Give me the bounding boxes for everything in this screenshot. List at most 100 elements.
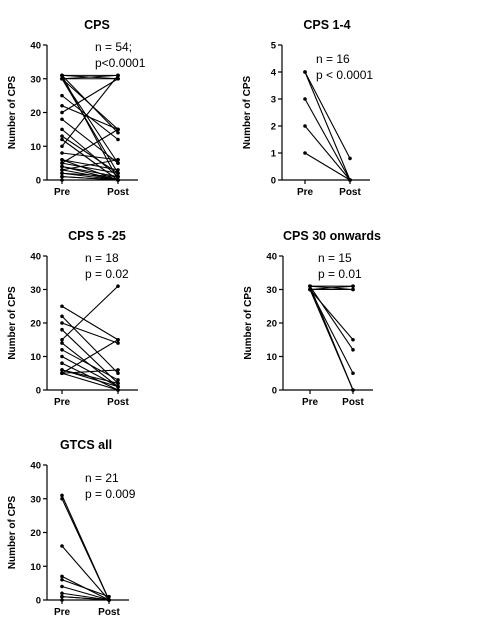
x-category-label: Post <box>98 607 120 618</box>
pair-line <box>61 592 110 601</box>
y-tick-label: 0 <box>36 386 41 397</box>
pair-line <box>304 71 351 181</box>
x-category-label: Post <box>342 397 364 408</box>
pre-point <box>303 124 307 128</box>
panel-title: GTCS all <box>60 438 112 452</box>
pre-point <box>308 284 312 288</box>
panel-title: CPS 30 onwards <box>283 229 381 243</box>
pair-line <box>61 75 119 147</box>
pair-line <box>61 128 119 178</box>
pair-line <box>309 289 354 341</box>
pre-point <box>60 598 64 602</box>
pair-line <box>304 125 351 181</box>
post-point <box>116 171 120 176</box>
pre-point <box>60 544 64 548</box>
y-tick-label: 10 <box>30 352 41 363</box>
post-point <box>116 157 120 162</box>
post-point <box>107 594 111 599</box>
chart-panel-3: CPS 5 -25 Number of CPS 0 10 20 30 40 Pre Post n … <box>7 229 138 408</box>
stat-annotation: n = 18 <box>85 251 119 265</box>
pre-point <box>60 103 64 108</box>
pre-point <box>60 327 64 332</box>
pair-line <box>61 152 119 161</box>
chart-panel-1: CPS Number of CPS 0 10 20 30 40 Pre Post n = 54; p… <box>7 18 146 198</box>
y-tick-label: 10 <box>30 562 41 573</box>
post-point <box>116 174 120 179</box>
y-tick-label: 3 <box>271 95 276 106</box>
chart-panel-5: GTCS all Number of CPS 0 10 20 30 40 Pre Post n =… <box>7 438 136 618</box>
pre-point <box>60 151 64 155</box>
y-tick-label: 40 <box>30 252 41 263</box>
chart-panel-2: CPS 1-4 Number of CPS 0 1 2 3 4 5 Pre Post n = 16 p… <box>242 18 373 198</box>
pre-point <box>60 496 64 501</box>
y-tick-label: 1 <box>271 149 277 160</box>
pre-point <box>60 594 64 599</box>
stat-annotation: p<0.0001 <box>95 56 146 70</box>
pair-line <box>61 305 119 341</box>
panel-title: CPS <box>84 18 110 32</box>
pre-point <box>60 321 64 325</box>
y-tick-label: 0 <box>36 596 41 607</box>
y-axis-label: Number of CPS <box>7 76 18 150</box>
post-point <box>116 371 120 376</box>
stat-annotation: n = 15 <box>318 251 352 265</box>
post-point <box>351 284 355 288</box>
pre-point <box>60 171 64 176</box>
pair-line <box>304 152 351 181</box>
pair-line <box>61 498 110 601</box>
pre-point <box>60 76 64 81</box>
pre-point <box>60 341 64 345</box>
x-category-label: Pre <box>297 187 314 198</box>
pre-point <box>308 287 312 292</box>
pre-point <box>60 110 64 115</box>
pre-point <box>60 73 64 78</box>
y-tick-label: 0 <box>271 176 276 187</box>
y-tick-label: 10 <box>266 352 277 363</box>
y-tick-label: 10 <box>30 142 41 153</box>
pair-line <box>61 135 119 174</box>
x-category-label: Post <box>339 187 361 198</box>
pre-point <box>60 174 64 179</box>
y-tick-label: 4 <box>271 68 277 79</box>
pair-line <box>309 289 354 391</box>
pair-line <box>61 118 119 164</box>
pre-point <box>60 117 64 122</box>
post-point <box>116 73 120 78</box>
pre-point <box>60 371 64 376</box>
y-tick-label: 40 <box>30 461 41 472</box>
y-tick-label: 30 <box>266 285 277 296</box>
x-category-label: Pre <box>54 397 71 408</box>
pair-line <box>61 339 119 374</box>
post-point <box>116 168 120 172</box>
post-point <box>116 161 120 165</box>
pair-line <box>61 545 110 601</box>
y-tick-label: 30 <box>30 494 41 505</box>
pair-line <box>61 285 119 341</box>
pair-line <box>61 585 110 601</box>
post-point <box>116 388 120 392</box>
pre-point <box>60 157 64 162</box>
y-tick-label: 40 <box>30 41 41 52</box>
post-point <box>116 337 120 342</box>
pair-line <box>61 162 119 174</box>
post-point <box>116 381 120 386</box>
pair-line <box>61 172 119 181</box>
pre-point <box>60 134 64 138</box>
pre-point <box>303 151 307 155</box>
stat-annotation: p = 0.01 <box>318 267 362 281</box>
pre-point <box>60 161 64 165</box>
stat-annotation: p = 0.009 <box>85 487 136 501</box>
stat-annotation: n = 16 <box>316 52 350 66</box>
pair-line <box>61 139 119 181</box>
panel-title: CPS 1-4 <box>303 18 350 32</box>
pair-line <box>304 71 351 159</box>
pre-point <box>60 93 64 98</box>
y-axis-label: Number of CPS <box>7 496 18 570</box>
pair-line <box>61 74 119 134</box>
pre-point <box>60 127 64 132</box>
pair-line <box>61 349 119 381</box>
post-point <box>116 341 120 345</box>
post-point <box>116 284 120 288</box>
pair-line <box>304 98 351 181</box>
